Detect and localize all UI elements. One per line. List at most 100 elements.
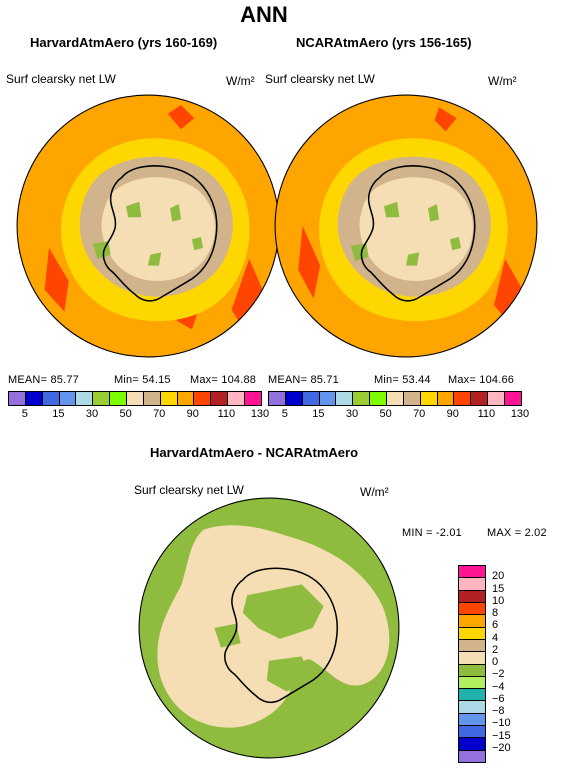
colorbar-swatch bbox=[459, 614, 485, 627]
map-region-green bbox=[214, 584, 324, 692]
colorbar-swatch bbox=[301, 392, 319, 405]
colorbar-swatch bbox=[470, 392, 488, 405]
map-region-beige bbox=[359, 177, 473, 281]
colorbar-tick-label: 50 bbox=[379, 408, 392, 420]
colorbar-tick-label: 70 bbox=[153, 408, 166, 420]
colorbar-tick-label: 50 bbox=[119, 408, 132, 420]
colorbar-swatch bbox=[419, 392, 437, 405]
colorbar-swatch bbox=[24, 392, 42, 405]
right-polar-map bbox=[274, 94, 538, 358]
diff-colorbar-ticks: 20 15 10 8 6 4 2 0 −2 −4 −6 −8 −10 −15 −20 bbox=[492, 565, 532, 761]
colorbar-swatch bbox=[459, 601, 485, 615]
colorbar-swatch bbox=[459, 589, 485, 602]
colorbar-swatch bbox=[459, 712, 485, 726]
colorbar-tick-label: 15 bbox=[52, 408, 65, 420]
colorbar-tick-label: 90 bbox=[186, 408, 199, 420]
colorbar-swatch bbox=[269, 392, 285, 405]
colorbar-swatch bbox=[126, 392, 143, 405]
colorbar-swatch bbox=[159, 392, 177, 405]
colorbar-swatch bbox=[459, 663, 485, 676]
left-units-label: W/m² bbox=[226, 74, 255, 88]
colorbar-swatch bbox=[109, 392, 127, 405]
colorbar-swatch bbox=[504, 392, 521, 405]
colorbar-swatch bbox=[142, 392, 160, 405]
colorbar-swatch bbox=[227, 392, 245, 405]
colorbar-swatch bbox=[41, 392, 59, 405]
colorbar-tick-label: −6 bbox=[492, 692, 505, 705]
figure-title: ANN bbox=[240, 2, 288, 27]
colorbar-tick-label: −20 bbox=[492, 741, 511, 754]
colorbar-tick-label: −2 bbox=[492, 668, 505, 681]
colorbar-tick-label: 130 bbox=[510, 408, 530, 420]
diff-min: MIN = -2.01 bbox=[402, 527, 462, 539]
colorbar-tick-label: 6 bbox=[492, 619, 499, 632]
colorbar-tick-label: 10 bbox=[492, 594, 505, 607]
colorbar-swatch bbox=[284, 392, 302, 405]
diff-polar-map bbox=[138, 497, 400, 759]
colorbar-swatch bbox=[459, 577, 485, 590]
right-colorbar bbox=[268, 391, 522, 406]
colorbar-tick-label: 15 bbox=[492, 582, 505, 595]
colorbar-tick-label: 5 bbox=[21, 408, 28, 420]
colorbar-tick-label: −4 bbox=[492, 680, 505, 693]
map-region-green bbox=[351, 201, 461, 266]
right-min: Min= 53.44 bbox=[374, 374, 431, 386]
colorbar-swatch bbox=[352, 392, 370, 405]
colorbar-tick-label: −15 bbox=[492, 729, 511, 742]
colorbar-tick-label: 70 bbox=[413, 408, 426, 420]
colorbar-swatch bbox=[193, 392, 211, 405]
colorbar-swatch bbox=[210, 392, 228, 405]
coastline bbox=[360, 165, 476, 302]
colorbar-swatch bbox=[176, 392, 194, 405]
colorbar-tick-label: 110 bbox=[477, 408, 496, 420]
right-units-label: W/m² bbox=[488, 74, 517, 88]
colorbar-tick-label: 110 bbox=[217, 408, 236, 420]
colorbar-swatch bbox=[453, 392, 471, 405]
left-colorbar-ticks: 5 15 30 50 70 90 110 130 bbox=[8, 408, 269, 422]
diff-variable-label: Surf clearsky net LW bbox=[134, 483, 244, 497]
colorbar-swatch bbox=[459, 688, 485, 701]
colorbar-swatch bbox=[244, 392, 261, 405]
right-colorbar-ticks: 5 15 30 50 70 90 110 130 bbox=[268, 408, 529, 422]
right-max: Max= 104.66 bbox=[448, 374, 515, 386]
diff-panel-title: HarvardAtmAero - NCARAtmAero bbox=[150, 445, 359, 460]
colorbar-swatch bbox=[459, 700, 485, 713]
right-variable-label: Surf clearsky net LW bbox=[265, 72, 375, 86]
colorbar-swatch bbox=[58, 392, 76, 405]
diff-max: MAX = 2.02 bbox=[487, 527, 547, 539]
colorbar-swatch bbox=[459, 651, 485, 664]
colorbar-swatch bbox=[459, 749, 485, 762]
colorbar-swatch bbox=[75, 392, 93, 405]
map-region-red bbox=[298, 107, 523, 321]
colorbar-swatch bbox=[487, 392, 505, 405]
colorbar-tick-label: 30 bbox=[345, 408, 359, 420]
colorbar-tick-label: 0 bbox=[492, 656, 499, 668]
colorbar-tick-label: −8 bbox=[492, 705, 505, 717]
diff-colorbar bbox=[458, 565, 486, 763]
left-mean: MEAN= 85.77 bbox=[8, 374, 79, 386]
left-min: Min= 54.15 bbox=[114, 374, 171, 386]
colorbar-swatch bbox=[436, 392, 454, 405]
colorbar-tick-label: 4 bbox=[492, 631, 499, 644]
colorbar-swatch bbox=[92, 392, 110, 405]
colorbar-swatch bbox=[459, 566, 485, 578]
left-polar-map bbox=[16, 94, 280, 358]
coastline bbox=[102, 165, 218, 302]
left-panel-title: HarvardAtmAero (yrs 160-169) bbox=[30, 35, 218, 50]
diff-units-label: W/m² bbox=[360, 485, 389, 499]
map-region-beige bbox=[101, 177, 215, 281]
colorbar-tick-label: 8 bbox=[492, 607, 499, 619]
colorbar-tick-label: 90 bbox=[446, 408, 459, 420]
coastline bbox=[224, 567, 338, 704]
map-region-red bbox=[44, 105, 265, 330]
map-region-green bbox=[93, 201, 203, 266]
colorbar-swatch bbox=[459, 626, 485, 639]
colorbar-swatch bbox=[459, 725, 485, 738]
colorbar-swatch bbox=[459, 737, 485, 750]
left-variable-label: Surf clearsky net LW bbox=[6, 72, 116, 86]
colorbar-swatch bbox=[402, 392, 420, 405]
colorbar-tick-label: 15 bbox=[312, 408, 325, 420]
left-max: Max= 104.88 bbox=[190, 374, 257, 386]
right-mean: MEAN= 85.71 bbox=[268, 374, 339, 386]
colorbar-swatch bbox=[459, 675, 485, 689]
